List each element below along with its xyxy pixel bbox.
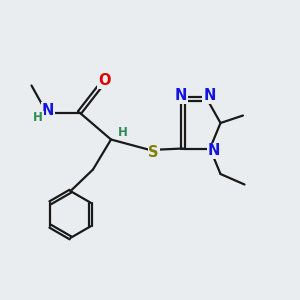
Text: H: H [118, 125, 128, 139]
Text: O: O [98, 74, 110, 88]
Text: H: H [33, 111, 43, 124]
Text: N: N [203, 88, 216, 104]
Text: N: N [207, 143, 220, 158]
Text: N: N [42, 103, 54, 118]
Text: N: N [174, 88, 187, 104]
Text: S: S [148, 145, 159, 160]
